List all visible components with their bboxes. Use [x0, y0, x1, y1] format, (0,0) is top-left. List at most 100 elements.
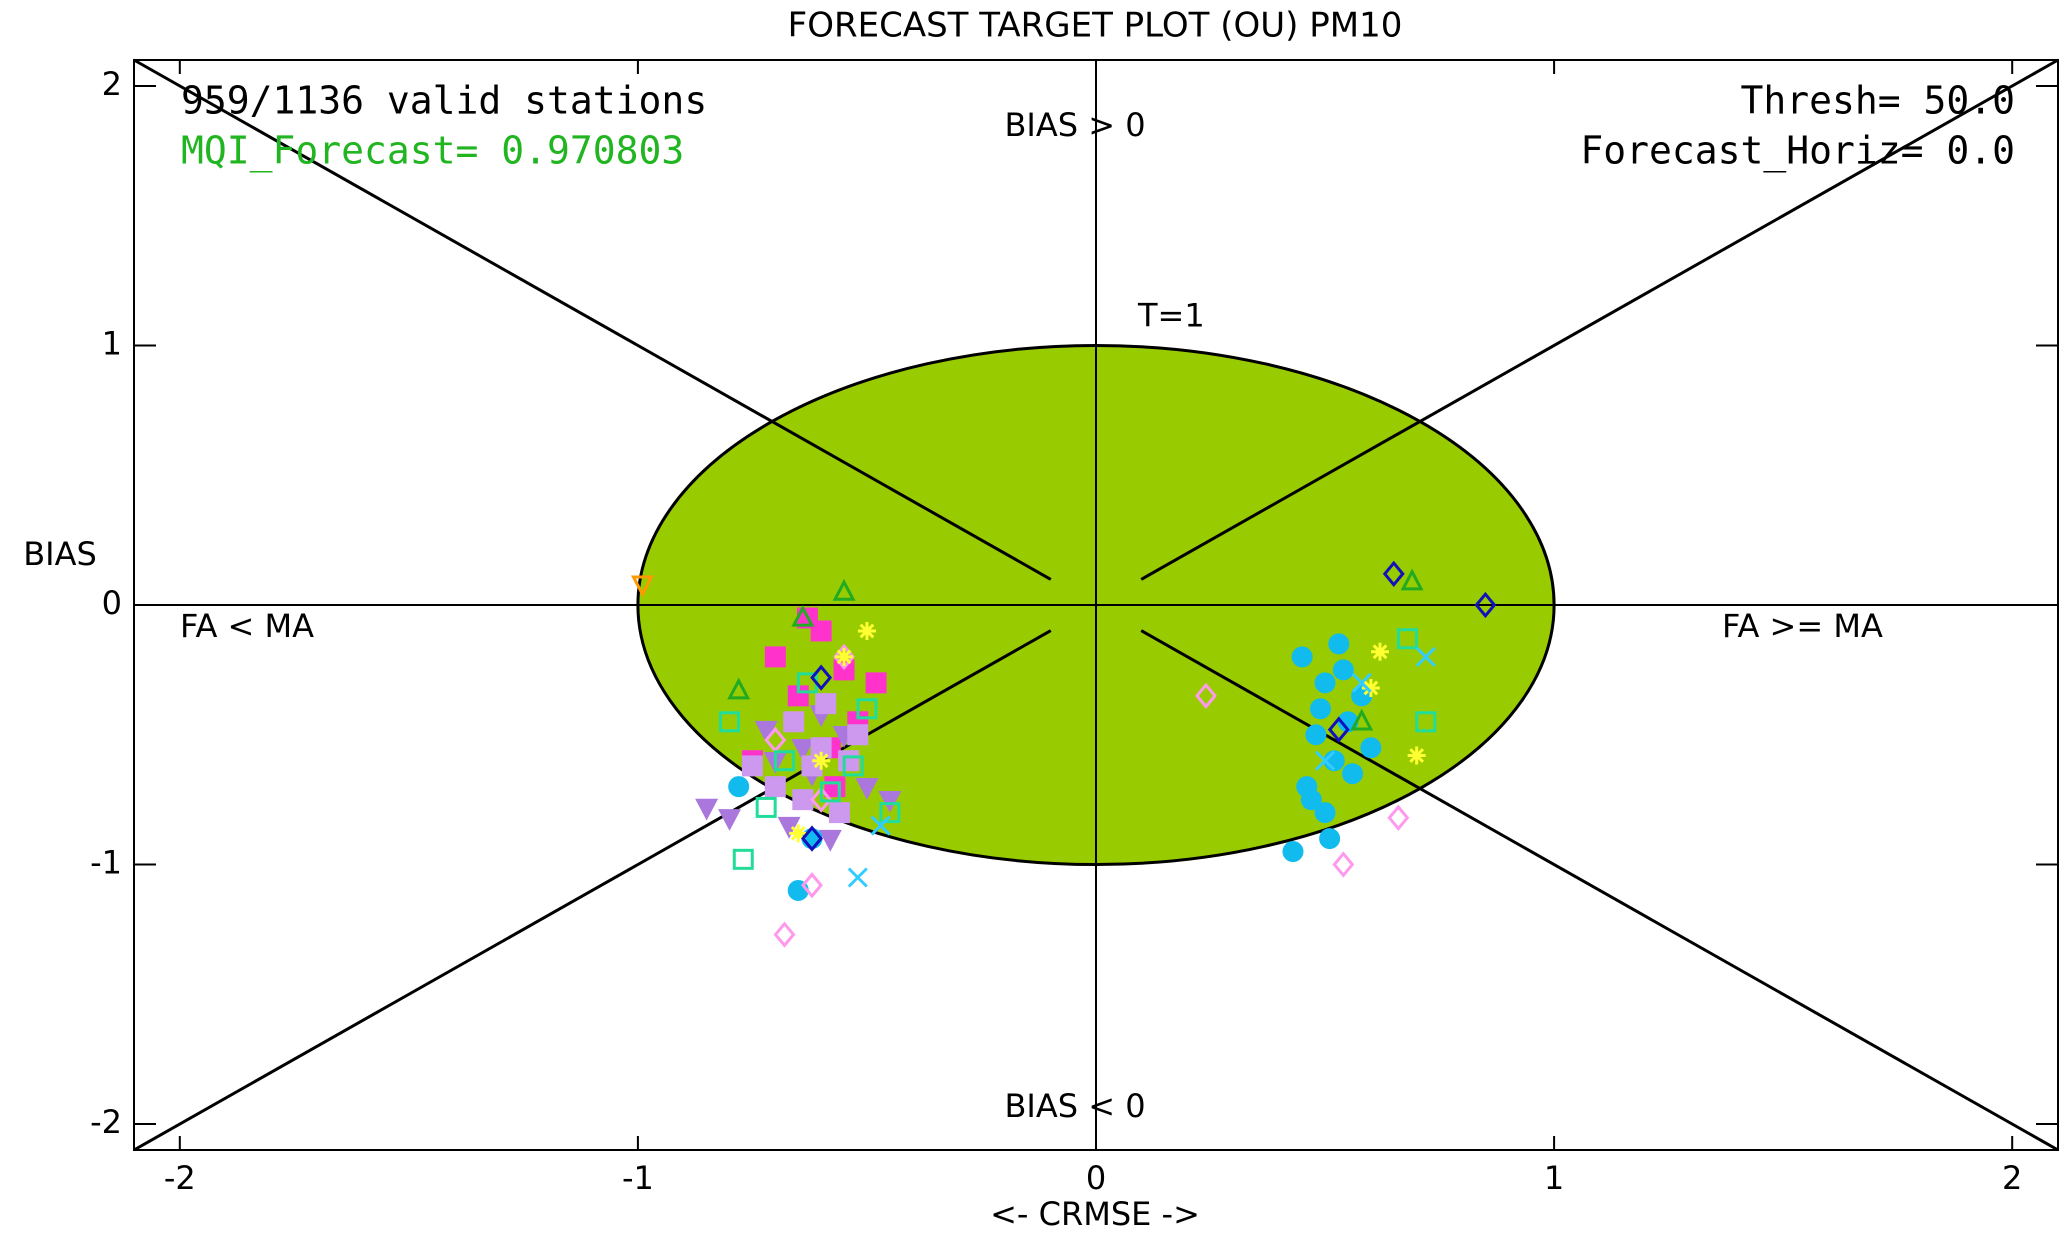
data-point	[754, 720, 778, 743]
x-tick-label: 2	[2002, 1159, 2022, 1197]
data-point	[847, 724, 869, 746]
data-point	[791, 739, 815, 761]
data-point	[764, 776, 786, 798]
data-point	[773, 921, 796, 948]
data-point	[1350, 708, 1374, 731]
data-point	[878, 790, 902, 813]
data-point	[828, 802, 850, 824]
data-point	[865, 672, 887, 694]
plot-frame	[133, 59, 2059, 1151]
annotation: Forecast_Horiz= 0.0	[1580, 129, 2015, 174]
annotation: Thresh= 50.0	[1740, 79, 2015, 123]
annotation: MQI_Forecast= 0.970803	[181, 129, 684, 174]
data-point	[1319, 828, 1341, 850]
y-tick-label: 1	[102, 324, 122, 362]
data-point	[1314, 802, 1336, 824]
data-point	[812, 751, 831, 770]
data-point	[631, 575, 654, 598]
data-point	[1407, 746, 1426, 765]
data-point	[810, 786, 833, 813]
data-point	[1360, 737, 1382, 759]
x-axis-label: <- CRMSE ->	[990, 1195, 1200, 1233]
data-point	[801, 872, 823, 899]
annotation: FA >= MA	[1722, 607, 1883, 645]
data-point	[789, 824, 808, 843]
diagonal-line	[1140, 629, 2059, 1152]
data-point	[718, 809, 742, 831]
data-point	[810, 664, 833, 691]
diagonal-line	[133, 629, 1052, 1152]
x-tick-label: 1	[1544, 1159, 1564, 1197]
data-point	[835, 647, 854, 666]
data-point	[755, 796, 777, 818]
data-point	[1371, 642, 1390, 661]
y-tick-label: -1	[90, 844, 122, 882]
data-point	[1300, 789, 1322, 811]
data-point	[842, 755, 864, 777]
data-point	[773, 750, 795, 772]
data-point	[833, 643, 856, 671]
target-label: T=1	[1137, 296, 1205, 334]
data-point	[1332, 659, 1354, 681]
data-point	[1332, 851, 1355, 878]
data-point	[1382, 560, 1405, 588]
data-point	[1400, 568, 1424, 591]
data-point	[741, 755, 763, 777]
chart-title: FORECAST TARGET PLOT (OU) PM10	[788, 6, 1403, 46]
data-point	[856, 698, 878, 720]
data-point	[855, 777, 879, 800]
data-point	[783, 711, 805, 733]
data-point	[1282, 841, 1304, 863]
diagonal-line	[1140, 58, 2059, 581]
data-point	[857, 621, 876, 640]
annotation: BIAS > 0	[1004, 106, 1145, 144]
y-tick-label: 0	[102, 584, 122, 622]
data-point	[1342, 763, 1364, 785]
annotation: 959/1136 valid stations	[181, 79, 707, 123]
data-point	[847, 867, 868, 888]
data-point	[824, 776, 846, 798]
data-point	[1415, 711, 1437, 733]
y-tick-label: -2	[90, 1103, 122, 1141]
data-point	[801, 825, 823, 852]
data-point	[764, 646, 786, 668]
data-point	[815, 693, 837, 715]
data-point	[1305, 724, 1327, 746]
x-tick-label: -1	[622, 1159, 654, 1197]
data-point	[1309, 698, 1331, 720]
data-point	[727, 677, 751, 700]
diagonal-line	[133, 58, 1052, 581]
data-point	[791, 604, 815, 627]
data-point	[792, 789, 814, 811]
data-point	[1415, 646, 1436, 667]
data-point	[1328, 633, 1350, 655]
annotation: FA < MA	[180, 607, 314, 645]
data-point	[1291, 646, 1313, 668]
data-point	[728, 776, 750, 798]
annotation: BIAS < 0	[1004, 1087, 1145, 1125]
data-point	[695, 798, 719, 821]
data-point	[879, 802, 901, 824]
x-tick-label: 0	[1086, 1159, 1106, 1197]
data-point	[1351, 672, 1372, 693]
data-point	[1361, 679, 1380, 698]
y-tick-label: 2	[102, 65, 122, 103]
data-point	[1314, 750, 1336, 771]
data-point	[1474, 591, 1497, 619]
data-point	[719, 711, 741, 733]
data-point	[818, 829, 842, 852]
x-tick-label: -2	[164, 1159, 196, 1197]
data-point	[1323, 750, 1345, 772]
data-point	[732, 848, 754, 870]
data-point	[832, 578, 856, 601]
data-point	[1397, 628, 1419, 650]
data-point	[870, 815, 891, 836]
data-point	[1194, 682, 1217, 709]
data-point	[819, 781, 841, 803]
data-point	[1387, 804, 1410, 831]
y-axis-label: BIAS	[23, 535, 97, 573]
data-point	[1314, 672, 1336, 694]
data-point	[1327, 716, 1350, 743]
